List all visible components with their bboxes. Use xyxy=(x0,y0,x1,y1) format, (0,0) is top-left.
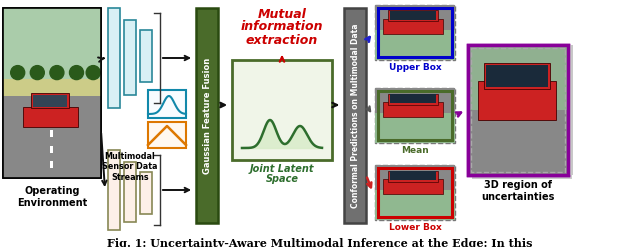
Text: Upper Box: Upper Box xyxy=(388,63,442,72)
Bar xyxy=(124,162,136,222)
Circle shape xyxy=(86,66,100,80)
Bar xyxy=(375,165,455,190)
Circle shape xyxy=(11,66,25,80)
Bar xyxy=(3,8,101,178)
Bar xyxy=(23,107,78,127)
Bar xyxy=(375,113,455,143)
Bar xyxy=(388,94,438,104)
Bar xyxy=(108,8,120,108)
Bar xyxy=(344,8,366,223)
Bar xyxy=(472,49,572,179)
Text: Lower Box: Lower Box xyxy=(388,223,442,232)
Bar xyxy=(3,79,101,96)
Bar xyxy=(390,94,436,103)
Text: Mean: Mean xyxy=(401,146,429,155)
Text: 3D region of
uncertainties: 3D region of uncertainties xyxy=(481,180,555,202)
Text: Space: Space xyxy=(266,174,298,184)
Bar xyxy=(383,19,443,34)
Bar xyxy=(196,8,218,223)
Bar xyxy=(388,170,438,182)
Bar xyxy=(3,8,101,178)
Bar xyxy=(3,93,101,178)
Bar xyxy=(375,88,455,143)
Bar xyxy=(484,63,550,89)
Text: Operating
Environment: Operating Environment xyxy=(17,186,87,207)
Bar xyxy=(378,8,452,57)
Bar xyxy=(375,30,455,60)
Bar xyxy=(33,95,67,107)
Bar xyxy=(478,82,556,120)
Text: extraction: extraction xyxy=(246,34,318,47)
Circle shape xyxy=(30,66,44,80)
Bar xyxy=(375,5,455,30)
Bar xyxy=(148,122,186,148)
Bar xyxy=(50,115,53,122)
Circle shape xyxy=(50,66,64,80)
Bar xyxy=(3,8,101,84)
Bar xyxy=(148,90,186,118)
Bar xyxy=(31,93,69,108)
Bar xyxy=(50,130,53,137)
Circle shape xyxy=(70,66,83,80)
Text: Joint Latent: Joint Latent xyxy=(250,164,314,174)
Bar xyxy=(383,102,443,117)
Bar xyxy=(50,146,53,152)
Text: Fig. 1: Uncertainty-Aware Multimodal Inference at the Edge: In this: Fig. 1: Uncertainty-Aware Multimodal Inf… xyxy=(108,238,532,247)
Bar xyxy=(468,45,568,175)
Bar xyxy=(375,165,455,220)
Bar xyxy=(378,91,452,140)
Text: information: information xyxy=(241,20,323,33)
Bar xyxy=(471,48,565,172)
Text: Multimodal
Sensor Data
Streams: Multimodal Sensor Data Streams xyxy=(102,152,157,182)
Text: Conformal Predictions on Multimodal Data: Conformal Predictions on Multimodal Data xyxy=(351,23,360,208)
Bar xyxy=(108,150,120,230)
Bar xyxy=(375,5,455,60)
Bar xyxy=(232,60,332,160)
Bar xyxy=(468,110,568,175)
Bar xyxy=(388,11,438,21)
Bar xyxy=(390,11,436,21)
Bar xyxy=(375,88,455,113)
Bar xyxy=(140,30,152,82)
Text: Mutual: Mutual xyxy=(257,8,307,21)
Bar xyxy=(378,168,452,217)
Bar xyxy=(486,64,548,87)
Text: Gaussian Feature Fusion: Gaussian Feature Fusion xyxy=(202,57,211,174)
Bar xyxy=(140,172,152,214)
Bar xyxy=(375,190,455,220)
Bar xyxy=(383,179,443,194)
Bar xyxy=(390,171,436,180)
Bar xyxy=(50,161,53,168)
Bar xyxy=(468,45,568,175)
Bar xyxy=(124,20,136,95)
Bar xyxy=(468,45,568,110)
Bar xyxy=(473,45,573,175)
